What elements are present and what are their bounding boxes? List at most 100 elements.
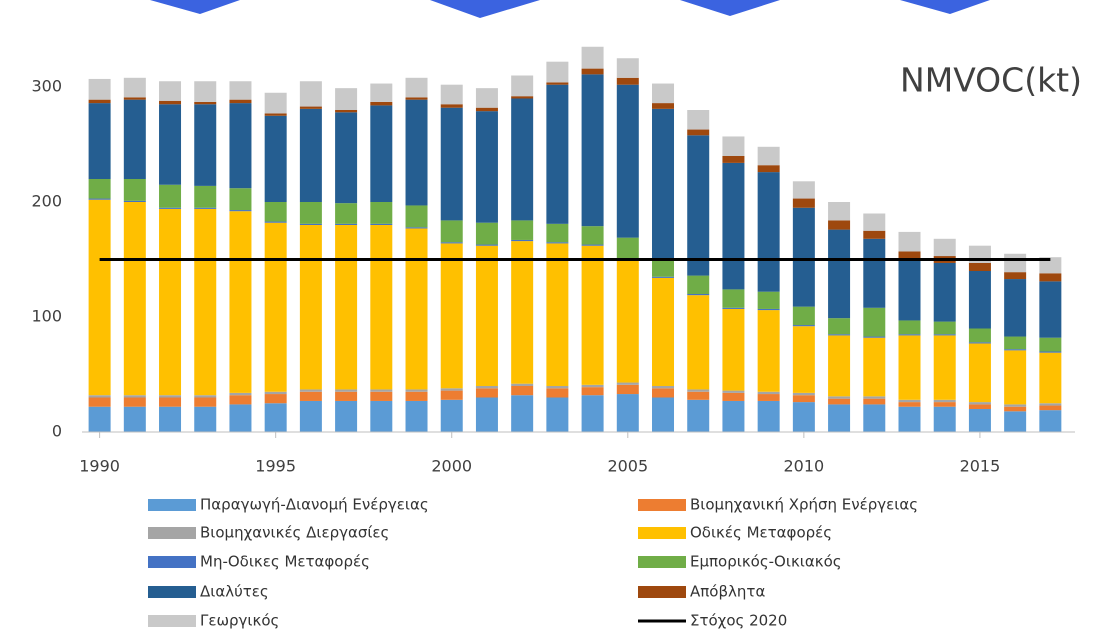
bar-segment: [440, 104, 463, 108]
bar-segment: [968, 409, 991, 432]
bar-segment: [828, 335, 851, 397]
bar-segment: [264, 202, 287, 222]
bar-segment: [968, 402, 991, 405]
bar-segment: [757, 394, 780, 401]
bar-segment: [370, 105, 393, 202]
bar-segment: [546, 243, 569, 386]
bar-segment: [757, 146, 780, 166]
bar-segment: [335, 110, 358, 113]
bar-segment: [828, 202, 851, 221]
bar-segment: [652, 388, 675, 398]
bar-segment: [511, 239, 534, 242]
bar-segment: [898, 406, 921, 432]
bar-segment: [229, 188, 252, 211]
bar-segment: [88, 179, 111, 199]
bar-segment: [616, 382, 639, 385]
bar-segment: [123, 395, 146, 398]
bar-segment: [581, 74, 604, 227]
bar-segment: [792, 392, 815, 396]
bar-segment: [511, 395, 534, 432]
bar-segment: [194, 208, 217, 396]
bar-segment: [299, 202, 322, 224]
bar-segment: [511, 383, 534, 386]
bar-segment: [898, 258, 921, 321]
x-tick-label: 2015: [960, 457, 1001, 476]
bar-segment: [757, 310, 780, 392]
bar-segment: [546, 84, 569, 224]
bar-segment: [264, 391, 287, 395]
legend-swatch: [148, 586, 196, 598]
bar-segment: [616, 394, 639, 432]
bar-segment: [581, 68, 604, 75]
y-tick-label: 100: [31, 307, 62, 326]
x-tick-label: 2000: [431, 457, 472, 476]
bar-segment: [229, 404, 252, 432]
bar-segment: [440, 84, 463, 105]
decoration: [900, 0, 990, 14]
bar-segment: [475, 397, 498, 432]
bar-segment: [335, 225, 358, 390]
bar-segment: [968, 342, 991, 344]
bar-segment: [863, 337, 886, 397]
bar-segment: [264, 403, 287, 432]
bar-segment: [88, 99, 111, 104]
bar-segment: [1004, 279, 1027, 337]
bar-segment: [687, 399, 710, 432]
bar-segment: [652, 276, 675, 278]
bar-segment: [828, 396, 851, 399]
bar-segment: [264, 115, 287, 202]
bar-segment: [546, 82, 569, 85]
bar-segment: [757, 165, 780, 173]
bar-segment: [440, 220, 463, 243]
bar-segment: [722, 307, 745, 309]
bar-segment: [335, 391, 358, 401]
bar-segment: [1004, 350, 1027, 405]
bar-segment: [511, 386, 534, 396]
bar-segment: [863, 307, 886, 337]
bar-segment: [898, 231, 921, 252]
bar-segment: [440, 399, 463, 432]
bar-segment: [1039, 405, 1062, 411]
bar-segment: [652, 83, 675, 104]
decoration: [680, 0, 780, 16]
legend-swatch: [638, 586, 686, 598]
x-tick-label: 1995: [255, 457, 296, 476]
bar-segment: [898, 399, 921, 403]
bar-segment: [722, 156, 745, 163]
bar-segment: [581, 226, 604, 245]
bar-segment: [159, 395, 182, 398]
bar-segment: [863, 213, 886, 231]
bar-segment: [123, 200, 146, 202]
bar-segment: [828, 229, 851, 319]
bar-segment: [440, 388, 463, 391]
bar-segment: [581, 384, 604, 388]
bar-segment: [159, 81, 182, 101]
legend-swatch: [638, 556, 686, 568]
bar-segment: [264, 222, 287, 392]
bar-segment: [546, 242, 569, 244]
bar-segment: [194, 104, 217, 186]
legend-swatch: [638, 527, 686, 539]
bar-segment: [687, 110, 710, 130]
bar-segment: [299, 81, 322, 107]
bar-segment: [722, 136, 745, 156]
legend-label: Μη-Οδικες Μεταφορές: [200, 553, 370, 571]
bar-segment: [299, 108, 322, 202]
bar-segment: [88, 103, 111, 179]
bar-segment: [370, 391, 393, 401]
bar-segment: [194, 185, 217, 208]
bar-segment: [194, 81, 217, 102]
bar-segment: [475, 88, 498, 108]
bar-segment: [264, 113, 287, 116]
bar-segment: [194, 397, 217, 407]
bar-segment: [722, 392, 745, 401]
bar-segment: [1039, 257, 1062, 274]
bar-segment: [405, 228, 428, 390]
bar-segment: [898, 320, 921, 335]
bar-segment: [299, 225, 322, 390]
bar-segment: [898, 402, 921, 407]
bar-segment: [123, 179, 146, 201]
bar-segment: [440, 242, 463, 244]
bar-segment: [299, 223, 322, 225]
bar-segment: [933, 238, 956, 257]
